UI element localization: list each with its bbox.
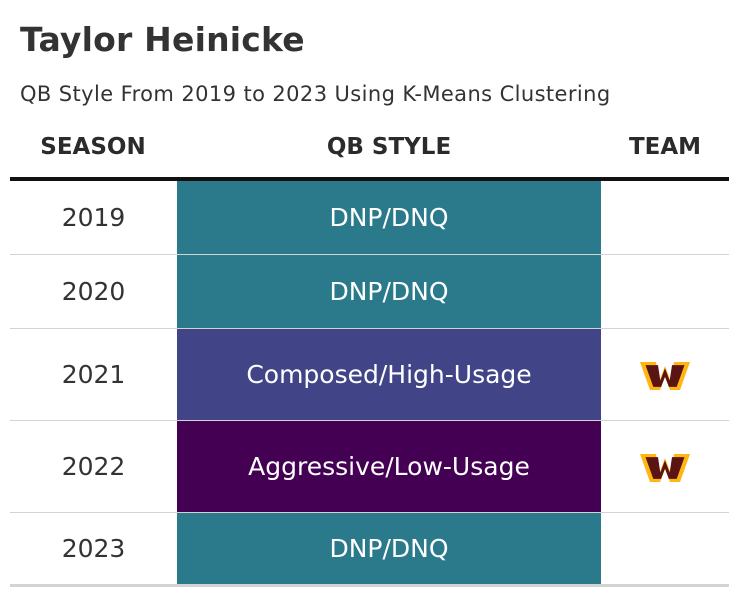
season-cell: 2022 [61, 452, 126, 481]
chart-subtitle: QB Style From 2019 to 2023 Using K-Means… [20, 82, 611, 106]
qb-style-cell: Aggressive/Low-Usage [177, 421, 601, 512]
table-row: 2020 DNP/DNQ [10, 255, 729, 329]
team-cell [601, 181, 729, 254]
team-cell [601, 421, 729, 512]
washington-commanders-logo-icon [640, 361, 690, 390]
column-header-qb-style: QB STYLE [326, 134, 452, 160]
column-header-season: SEASON [40, 134, 146, 160]
season-cell: 2020 [61, 277, 126, 306]
team-cell [601, 513, 729, 584]
table-row: 2023 DNP/DNQ [10, 513, 729, 587]
qb-style-cell: Composed/High-Usage [177, 329, 601, 420]
column-header-team: TEAM [628, 134, 702, 160]
qb-style-cell: DNP/DNQ [177, 513, 601, 584]
chart-title: Taylor Heinicke [20, 20, 305, 59]
season-cell: 2021 [61, 360, 126, 389]
washington-commanders-logo-icon [640, 453, 690, 482]
table-row: 2019 DNP/DNQ [10, 181, 729, 255]
season-cell: 2023 [61, 534, 126, 563]
qb-style-cell: DNP/DNQ [177, 181, 601, 254]
table-row: 2021 Composed/High-Usage [10, 329, 729, 421]
team-cell [601, 255, 729, 328]
team-cell [601, 329, 729, 420]
qb-style-cell: DNP/DNQ [177, 255, 601, 328]
season-cell: 2019 [61, 203, 126, 232]
header-rule [10, 177, 729, 181]
table-row: 2022 Aggressive/Low-Usage [10, 421, 729, 513]
